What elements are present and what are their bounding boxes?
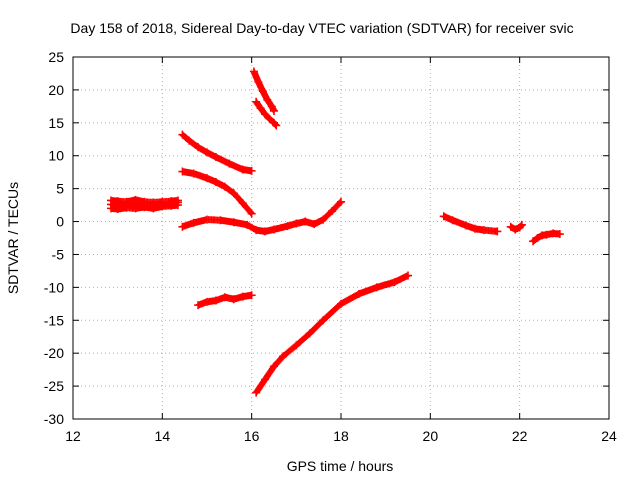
series-6: [178, 197, 345, 236]
data-trace: [535, 232, 545, 241]
data-trace: [268, 104, 277, 114]
data-points: [106, 67, 564, 397]
data-trace: [169, 201, 181, 210]
data-trace: [262, 111, 273, 122]
y-tick-label: 10: [48, 148, 64, 164]
x-tick-label: 12: [65, 428, 81, 444]
data-trace: [530, 235, 540, 244]
y-axis-label: SDTVAR / TECUs: [5, 182, 21, 294]
data-trace: [231, 219, 250, 229]
data-trace: [169, 197, 181, 205]
data-trace: [508, 224, 518, 233]
data-trace: [539, 231, 549, 239]
x-tick-label: 22: [512, 428, 528, 444]
data-trace: [312, 216, 326, 227]
data-trace: [392, 272, 411, 285]
data-trace: [260, 88, 271, 103]
data-trace: [329, 199, 344, 214]
chart-title: Day 158 of 2018, Sidereal Day-to-day VTE…: [70, 20, 573, 36]
data-trace: [516, 222, 525, 231]
data-trace: [253, 99, 264, 111]
x-tick-label: 16: [244, 428, 260, 444]
data-trace: [481, 226, 500, 235]
data-trace: [222, 184, 237, 196]
y-tick-label: 0: [56, 214, 64, 230]
series-9: [194, 291, 256, 310]
data-trace: [338, 291, 362, 307]
data-trace: [195, 144, 210, 156]
data-trace: [251, 69, 262, 85]
x-tick-label: 14: [155, 428, 171, 444]
data-point: [272, 121, 281, 130]
y-tick-label: -30: [44, 411, 64, 427]
y-tick-label: -20: [44, 345, 64, 361]
y-tick-label: -25: [44, 378, 64, 394]
data-trace: [271, 120, 279, 129]
data-trace: [280, 342, 299, 359]
y-tick-label: -5: [52, 246, 65, 262]
data-trace: [267, 116, 277, 126]
data-trace: [180, 219, 196, 230]
data-trace: [231, 190, 246, 206]
series-13: [529, 229, 564, 246]
series-11: [439, 212, 502, 236]
x-tick-label: 20: [423, 428, 439, 444]
data-trace: [320, 208, 335, 223]
data-trace: [204, 149, 219, 160]
data-trace: [240, 200, 255, 217]
data-trace: [450, 217, 469, 229]
data-trace: [271, 354, 286, 369]
series-10: [252, 271, 412, 397]
data-trace: [320, 301, 344, 323]
data-trace: [258, 106, 268, 117]
series-5: [178, 167, 256, 218]
data-trace: [213, 179, 228, 190]
y-tick-label: -15: [44, 312, 64, 328]
data-trace: [191, 170, 210, 182]
y-tick-label: 20: [48, 82, 64, 98]
data-trace: [204, 175, 219, 185]
data-trace: [245, 222, 259, 233]
grid: [73, 57, 609, 419]
data-trace: [186, 137, 201, 150]
data-trace: [356, 284, 379, 297]
series-7: [249, 67, 278, 115]
y-tick-label: 15: [48, 115, 64, 131]
data-trace: [240, 166, 254, 175]
series-12: [506, 220, 526, 234]
data-trace: [240, 291, 254, 300]
x-tick-label: 18: [333, 428, 349, 444]
series-4: [178, 130, 256, 175]
series-3: [106, 195, 182, 207]
y-axis: -30 -25 -20 -15 -10 -5 0 5 10 15 20 25: [44, 49, 609, 427]
y-tick-label: -10: [44, 279, 64, 295]
data-trace: [264, 97, 275, 109]
data-trace: [307, 317, 326, 336]
data-trace: [253, 377, 268, 395]
series-8: [252, 97, 281, 130]
data-trace: [294, 330, 313, 348]
series-2: [106, 201, 182, 214]
data-trace: [441, 213, 455, 224]
data-trace: [180, 132, 192, 144]
data-trace: [512, 224, 523, 233]
data-trace: [374, 279, 397, 291]
data-trace: [551, 230, 562, 238]
x-axis-label: GPS time / hours: [287, 458, 394, 474]
data-trace: [255, 79, 266, 94]
data-trace: [213, 154, 232, 167]
x-tick-label: 24: [601, 428, 617, 444]
x-axis: 12 14 16 18 20 22 24: [65, 57, 617, 444]
y-tick-label: 25: [48, 49, 64, 65]
data-trace: [262, 364, 277, 382]
y-tick-label: 5: [56, 181, 64, 197]
